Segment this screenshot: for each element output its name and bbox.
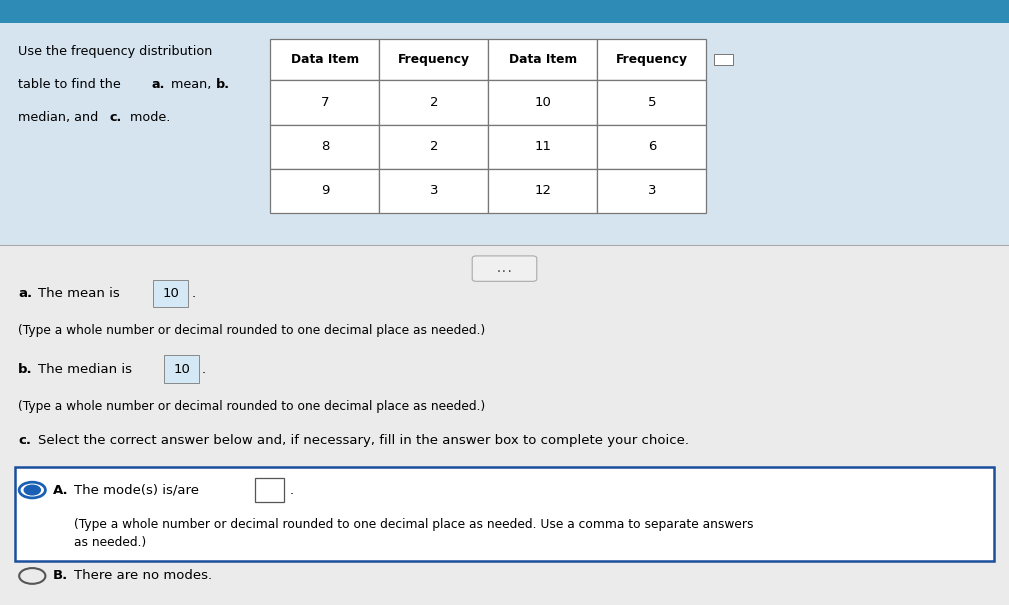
Text: A.: A. [52, 483, 68, 497]
Text: table to find the: table to find the [18, 78, 125, 91]
Text: 2: 2 [430, 96, 438, 109]
FancyBboxPatch shape [488, 125, 597, 169]
Text: Use the frequency distribution: Use the frequency distribution [18, 45, 213, 58]
FancyBboxPatch shape [379, 125, 488, 169]
FancyBboxPatch shape [164, 356, 199, 383]
Text: The median is: The median is [38, 362, 132, 376]
Text: a.: a. [18, 287, 32, 300]
FancyBboxPatch shape [270, 80, 379, 125]
FancyBboxPatch shape [379, 169, 488, 213]
Text: .: . [290, 483, 294, 497]
FancyBboxPatch shape [0, 0, 1009, 23]
Text: median, and: median, and [18, 111, 102, 125]
Text: B.: B. [52, 569, 68, 583]
FancyBboxPatch shape [270, 39, 379, 80]
FancyBboxPatch shape [153, 280, 188, 307]
Text: Frequency: Frequency [398, 53, 470, 67]
Text: .: . [202, 362, 206, 376]
Text: b.: b. [216, 78, 230, 91]
Text: 3: 3 [430, 185, 438, 197]
Text: The mode(s) is/are: The mode(s) is/are [74, 483, 199, 497]
Text: Data Item: Data Item [509, 53, 577, 67]
Text: 3: 3 [648, 185, 656, 197]
FancyBboxPatch shape [597, 125, 706, 169]
Text: 11: 11 [535, 140, 551, 153]
FancyBboxPatch shape [379, 39, 488, 80]
Text: 2: 2 [430, 140, 438, 153]
Text: (Type a whole number or decimal rounded to one decimal place as needed. Use a co: (Type a whole number or decimal rounded … [74, 518, 753, 549]
Text: Select the correct answer below and, if necessary, fill in the answer box to com: Select the correct answer below and, if … [38, 434, 689, 447]
Circle shape [24, 485, 40, 495]
FancyBboxPatch shape [379, 80, 488, 125]
FancyBboxPatch shape [597, 80, 706, 125]
Text: a.: a. [151, 78, 164, 91]
Text: ...: ... [495, 264, 514, 273]
Text: (Type a whole number or decimal rounded to one decimal place as needed.): (Type a whole number or decimal rounded … [18, 324, 485, 338]
FancyBboxPatch shape [714, 54, 733, 65]
FancyBboxPatch shape [597, 39, 706, 80]
FancyBboxPatch shape [488, 39, 597, 80]
Text: mode.: mode. [126, 111, 171, 125]
FancyBboxPatch shape [488, 80, 597, 125]
FancyBboxPatch shape [270, 125, 379, 169]
Text: 12: 12 [535, 185, 551, 197]
Text: 7: 7 [321, 96, 329, 109]
Text: 8: 8 [321, 140, 329, 153]
Text: 5: 5 [648, 96, 656, 109]
Text: 10: 10 [174, 362, 190, 376]
Text: 9: 9 [321, 185, 329, 197]
Text: The mean is: The mean is [38, 287, 120, 300]
FancyBboxPatch shape [255, 478, 284, 502]
Text: 10: 10 [535, 96, 551, 109]
FancyBboxPatch shape [0, 0, 1009, 245]
Text: c.: c. [110, 111, 122, 125]
FancyBboxPatch shape [597, 169, 706, 213]
Text: Data Item: Data Item [291, 53, 359, 67]
Text: mean,: mean, [167, 78, 216, 91]
FancyBboxPatch shape [270, 169, 379, 213]
Text: (Type a whole number or decimal rounded to one decimal place as needed.): (Type a whole number or decimal rounded … [18, 400, 485, 413]
FancyBboxPatch shape [15, 467, 994, 561]
FancyBboxPatch shape [0, 245, 1009, 605]
Text: c.: c. [18, 434, 31, 447]
FancyBboxPatch shape [488, 169, 597, 213]
FancyBboxPatch shape [472, 256, 537, 281]
Text: 10: 10 [162, 287, 179, 300]
Text: There are no modes.: There are no modes. [74, 569, 212, 583]
Text: Frequency: Frequency [615, 53, 688, 67]
Text: 6: 6 [648, 140, 656, 153]
Text: .: . [192, 287, 196, 300]
Text: b.: b. [18, 362, 32, 376]
